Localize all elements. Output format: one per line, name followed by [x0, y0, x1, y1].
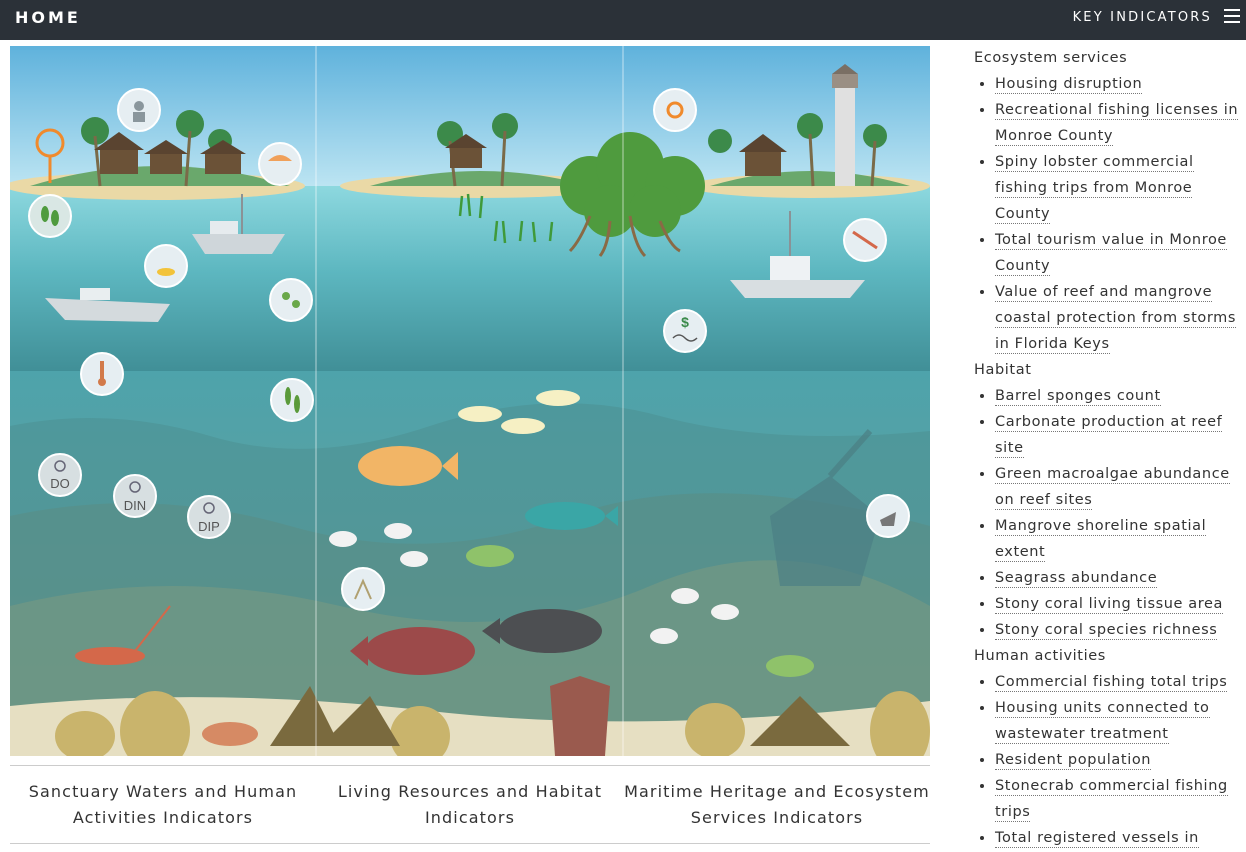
indicator-link[interactable]: Total registered vessels in [995, 830, 1199, 848]
thermometer-icon[interactable] [80, 352, 124, 396]
caption-maritime-heritage[interactable]: Maritime Heritage and Ecosystem Services… [624, 781, 930, 827]
hurricane-icon[interactable] [653, 88, 697, 132]
group-title-human-activities: Human activities [974, 648, 1106, 664]
indicator-link[interactable]: Housing disruption [995, 76, 1143, 94]
bacteria-icon[interactable] [28, 194, 72, 238]
indicator-link[interactable]: Commercial fishing total trips [995, 674, 1228, 692]
no-swimming-icon[interactable] [35, 128, 65, 183]
list-item: Seagrass abundance [995, 565, 1246, 591]
svg-text:DIN: DIN [124, 498, 146, 513]
home-link[interactable]: HOME [15, 8, 81, 27]
indicator-link[interactable]: Green macroalgae abundance on reef sites [995, 466, 1230, 510]
beach-umbrella-icon[interactable] [258, 142, 302, 186]
svg-text:DO: DO [50, 476, 70, 491]
svg-text:$: $ [681, 314, 689, 330]
svg-text:DIP: DIP [198, 519, 220, 534]
list-item: Value of reef and mangrove coastal prote… [995, 279, 1246, 357]
list-item: Stonecrab commercial fishing trips [995, 773, 1246, 825]
key-indicators-list: Ecosystem services Housing disruption Re… [958, 45, 1246, 851]
population-icon[interactable] [117, 88, 161, 132]
group-title-ecosystem-services: Ecosystem services [974, 50, 1128, 66]
tourism-value-icon[interactable]: $ [663, 309, 707, 353]
group-title-habitat: Habitat [974, 362, 1032, 378]
indicator-link[interactable]: Carbonate production at reef site [995, 414, 1223, 458]
list-item: Stony coral species richness [995, 617, 1246, 643]
indicator-link[interactable]: Housing units connected to wastewater tr… [995, 700, 1210, 744]
top-navigation-bar: HOME KEY INDICATORS [0, 0, 1246, 40]
list-item: Housing disruption [995, 71, 1246, 97]
list-item: Stony coral living tissue area [995, 591, 1246, 617]
spiny-lobster-icon[interactable] [843, 218, 887, 262]
indicator-link[interactable]: Mangrove shoreline spatial extent [995, 518, 1207, 562]
list-item: Total tourism value in Monroe County [995, 227, 1246, 279]
algae-cells-icon[interactable] [269, 278, 313, 322]
coral-icon[interactable] [341, 567, 385, 611]
indicator-link[interactable]: Resident population [995, 752, 1152, 770]
ecosystem-services-list: Housing disruption Recreational fishing … [958, 71, 1246, 357]
dissolved-inorganic-nitrogen-icon[interactable]: DIN [113, 474, 157, 518]
list-item: Housing units connected to wastewater tr… [995, 695, 1246, 747]
indicator-link[interactable]: Seagrass abundance [995, 570, 1158, 588]
list-item: Recreational fishing licenses in Monroe … [995, 97, 1246, 149]
list-item: Commercial fishing total trips [995, 669, 1246, 695]
indicator-link[interactable]: Stony coral species richness [995, 622, 1218, 640]
indicator-link[interactable]: Value of reef and mangrove coastal prote… [995, 284, 1237, 354]
indicator-link[interactable]: Stonecrab commercial fishing trips [995, 778, 1228, 822]
fishing-hook-icon[interactable] [144, 244, 188, 288]
indicator-link[interactable]: Barrel sponges count [995, 388, 1161, 406]
phytoplankton-icon[interactable] [270, 378, 314, 422]
indicator-link[interactable]: Spiny lobster commercial fishing trips f… [995, 154, 1194, 224]
human-activities-list: Commercial fishing total trips Housing u… [958, 669, 1246, 851]
indicator-link[interactable]: Total tourism value in Monroe County [995, 232, 1227, 276]
indicator-link[interactable]: Recreational fishing licenses in Monroe … [995, 102, 1239, 146]
list-item: Mangrove shoreline spatial extent [995, 513, 1246, 565]
hamburger-menu-icon[interactable] [1224, 9, 1240, 23]
list-item: Green macroalgae abundance on reef sites [995, 461, 1246, 513]
habitat-list: Barrel sponges count Carbonate productio… [958, 383, 1246, 643]
list-item: Total registered vessels in [995, 825, 1246, 851]
list-item: Carbonate production at reef site [995, 409, 1246, 461]
dissolved-oxygen-icon[interactable]: DO [38, 453, 82, 497]
indicator-link[interactable]: Stony coral living tissue area [995, 596, 1224, 614]
key-indicators-menu-label[interactable]: KEY INDICATORS [1072, 10, 1212, 25]
caption-living-resources[interactable]: Living Resources and Habitat Indicators [337, 781, 603, 827]
shipwreck-icon[interactable] [866, 494, 910, 538]
list-item: Spiny lobster commercial fishing trips f… [995, 149, 1246, 227]
indicator-category-captions: Sanctuary Waters and Human Activities In… [10, 765, 930, 844]
caption-sanctuary-waters[interactable]: Sanctuary Waters and Human Activities In… [28, 781, 298, 827]
ocean-illustration: DO DIN DIP $ [10, 46, 930, 756]
list-item: Barrel sponges count [995, 383, 1246, 409]
dissolved-inorganic-phosphorus-icon[interactable]: DIP [187, 495, 231, 539]
list-item: Resident population [995, 747, 1246, 773]
